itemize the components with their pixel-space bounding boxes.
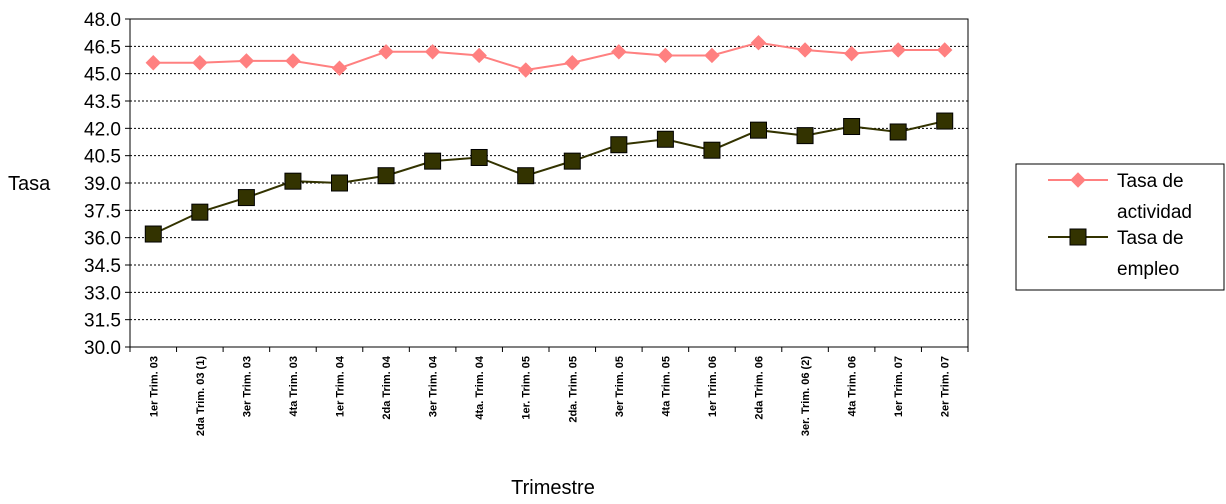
legend-label: Tasa de	[1117, 228, 1184, 249]
data-point	[377, 167, 395, 185]
data-point	[285, 53, 301, 69]
y-tick-label: 36.0	[84, 229, 121, 250]
plot-area	[129, 18, 969, 348]
data-point	[843, 45, 860, 62]
x-tick-label: 2da. Trim. 05	[567, 356, 579, 423]
data-point	[889, 123, 907, 141]
x-tick-label: 2da Trim. 03 (1)	[195, 356, 207, 436]
y-tick-label: 46.5	[84, 37, 121, 58]
y-tick-label: 30.0	[84, 338, 121, 359]
legend: Tasa de actividad Tasa de empleo	[1015, 163, 1225, 291]
y-axis: 30.0 31.5 33.0 34.5 36.0 37.5 39.0 40.5 42.0 43.5…	[84, 10, 130, 359]
x-tick-label: 2er Trim. 07	[940, 356, 952, 417]
data-point	[517, 167, 535, 185]
x-tick-label: 1er. Trim. 05	[521, 356, 533, 420]
data-point	[238, 53, 255, 69]
x-tick-label: 4ta Trim. 03	[288, 356, 300, 417]
data-point	[611, 44, 627, 60]
legend-label: empleo	[1117, 259, 1179, 280]
y-axis-title: Tasa	[8, 173, 51, 195]
data-point	[797, 42, 813, 58]
data-point	[564, 55, 580, 71]
y-tick-label: 45.0	[84, 65, 121, 86]
legend-swatch-marker	[1070, 172, 1086, 188]
legend-box	[1015, 163, 1225, 291]
data-point	[284, 172, 302, 190]
x-tick-label: 2da Trim. 04	[381, 355, 393, 419]
legend-label: actividad	[1117, 202, 1192, 223]
y-tick-label: 33.0	[84, 283, 121, 304]
x-tick-label: 3er. Trim. 06 (2)	[800, 356, 812, 436]
data-point	[191, 203, 209, 221]
y-tick-label: 42.0	[84, 119, 121, 140]
data-point	[145, 55, 161, 71]
series-line	[152, 120, 945, 235]
x-tick-label: 3er Trim. 04	[428, 355, 440, 417]
y-tick-label: 40.5	[84, 147, 121, 168]
data-point	[144, 225, 162, 243]
y-tick-label: 34.5	[84, 256, 121, 277]
data-point	[750, 121, 767, 139]
data-point	[192, 55, 208, 71]
x-axis-title: Trimestre	[511, 477, 595, 499]
x-tick-label: 4ta. Trim. 04	[474, 355, 486, 419]
data-point	[518, 62, 534, 78]
x-tick-label: 1er Trim. 04	[335, 355, 347, 417]
data-point	[424, 152, 442, 170]
series-layer	[144, 34, 954, 243]
y-tick-label: 31.5	[84, 311, 121, 332]
data-point	[703, 141, 721, 159]
data-point	[843, 118, 861, 136]
series-line	[153, 41, 945, 72]
x-tick-label: 1er Trim. 06	[707, 356, 719, 417]
y-tick-label: 39.0	[84, 174, 121, 195]
data-point	[937, 42, 953, 58]
x-tick-label: 4ta Trim. 05	[660, 356, 672, 417]
data-point	[424, 44, 441, 60]
legend-label: Tasa de	[1117, 171, 1184, 192]
legend-item: Tasa de empleo	[1048, 228, 1184, 280]
data-point	[796, 127, 814, 145]
data-point	[563, 152, 581, 170]
x-tick-label: 2da Trim. 06	[754, 356, 766, 420]
series-2	[144, 112, 954, 243]
y-tick-label: 48.0	[84, 10, 121, 31]
data-point	[657, 47, 674, 64]
data-point	[378, 44, 394, 60]
legend-swatch-marker	[1069, 228, 1087, 246]
data-point	[704, 47, 720, 64]
x-tick-label: 1er Trim. 07	[893, 356, 905, 417]
legend-item: Tasa de actividad	[1048, 171, 1192, 223]
data-point	[750, 34, 767, 51]
data-point	[331, 174, 348, 192]
data-point	[237, 189, 255, 207]
data-point	[470, 148, 488, 166]
x-axis: 1er Trim. 03 2da Trim. 03 (1) 3er Trim. 03…	[129, 347, 969, 436]
data-point	[656, 130, 674, 148]
y-tick-label: 37.5	[84, 201, 121, 222]
data-point	[331, 60, 348, 76]
data-point	[471, 47, 487, 64]
data-point	[890, 42, 906, 58]
series-1	[145, 34, 953, 78]
data-point	[936, 112, 954, 130]
data-point	[610, 136, 628, 154]
x-tick-label: 1er Trim. 03	[148, 356, 160, 417]
x-tick-label: 3er Trim. 05	[614, 356, 626, 417]
y-tick-label: 43.5	[84, 92, 121, 113]
x-tick-label: 3er Trim. 03	[241, 356, 253, 417]
x-tick-label: 4ta Trim. 06	[847, 356, 859, 417]
